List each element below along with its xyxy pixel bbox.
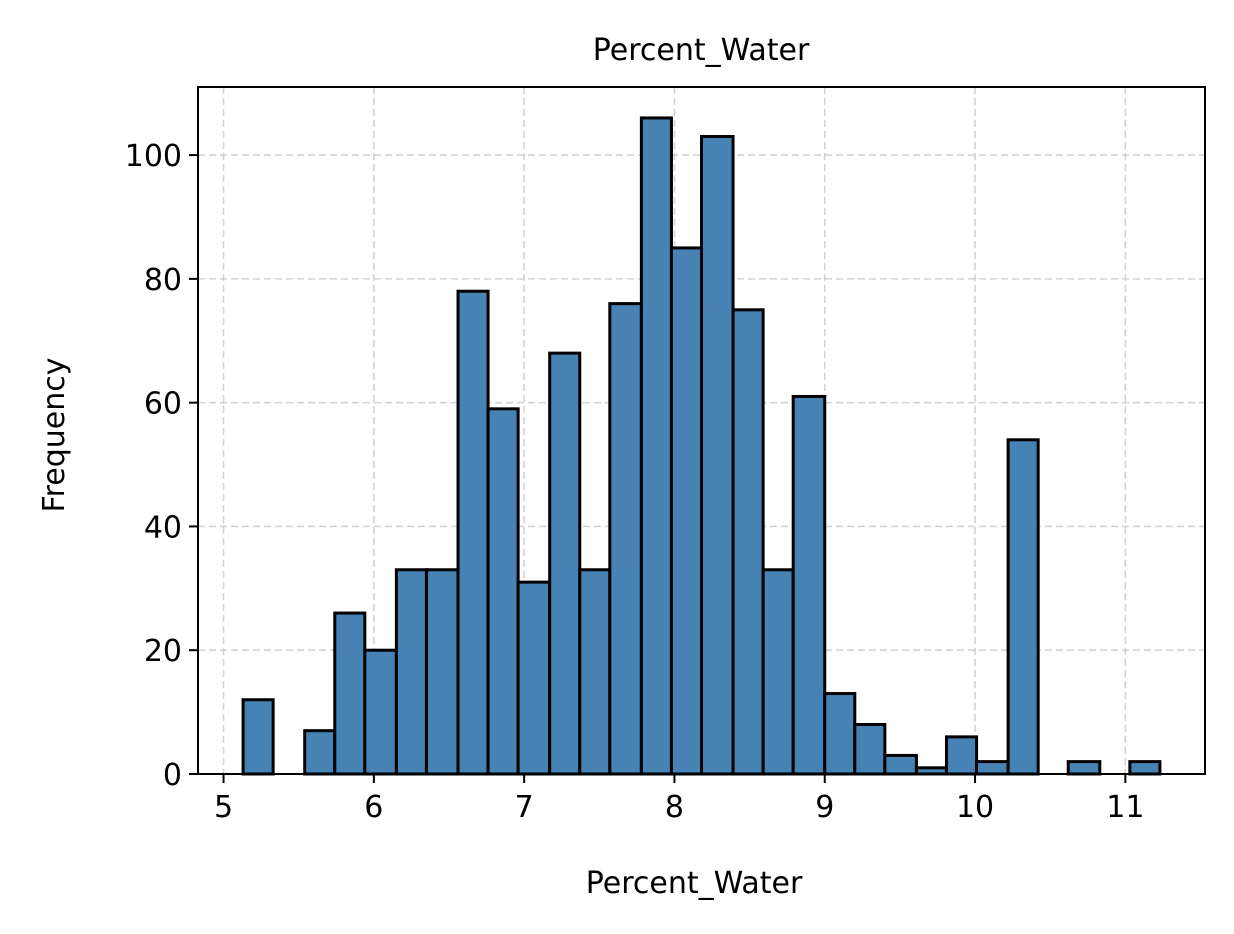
x-axis-ticks: 5 6 7 8 9 10 11 (214, 774, 1144, 825)
y-axis-ticks: 0 20 40 60 80 100 (125, 139, 198, 793)
y-tick-label: 0 (163, 758, 182, 793)
histogram-bar (1066, 760, 1102, 776)
histogram-bar (700, 135, 735, 776)
histogram-bar (303, 729, 337, 776)
y-tick-label: 60 (144, 387, 182, 422)
x-tick-label: 7 (515, 790, 534, 825)
y-tick-label: 80 (144, 263, 182, 298)
x-tick-label: 5 (214, 790, 233, 825)
x-tick-label: 10 (956, 790, 994, 825)
histogram-bar (731, 308, 765, 776)
histogram-bar (486, 407, 520, 776)
histogram-bar (944, 735, 979, 776)
histogram-bar (1128, 760, 1162, 776)
histogram-bar (639, 116, 673, 776)
histogram-bar (241, 698, 275, 776)
histogram-bar (1006, 438, 1040, 776)
x-tick-label: 8 (665, 790, 684, 825)
x-tick-label: 9 (815, 790, 834, 825)
histogram-bar (853, 722, 887, 776)
histogram-bar (823, 692, 857, 776)
x-axis-label: Percent_Water (586, 866, 803, 901)
histogram-bar (608, 302, 643, 776)
histogram-bar (516, 580, 552, 776)
histogram-bar (578, 568, 612, 776)
histogram-bar (363, 648, 398, 776)
histogram-bar (761, 568, 795, 776)
x-tick-label: 6 (364, 790, 383, 825)
histogram-bar (424, 568, 460, 776)
y-tick-label: 40 (144, 510, 182, 545)
histogram-bar (883, 753, 918, 776)
histogram-bar (394, 568, 428, 776)
y-axis-label: Frequency (37, 358, 72, 513)
x-tick-label: 11 (1106, 790, 1144, 825)
histogram-bar (975, 760, 1010, 776)
plot-frame (197, 86, 1206, 775)
y-tick-label: 20 (144, 634, 182, 669)
histogram-bar (669, 246, 704, 776)
y-tick-label: 100 (125, 139, 182, 174)
chart-title: Percent_Water (593, 33, 810, 68)
histogram-bar (791, 394, 827, 776)
histogram-bar (548, 351, 582, 776)
histogram-bar (456, 289, 490, 776)
histogram-bar (333, 611, 367, 776)
